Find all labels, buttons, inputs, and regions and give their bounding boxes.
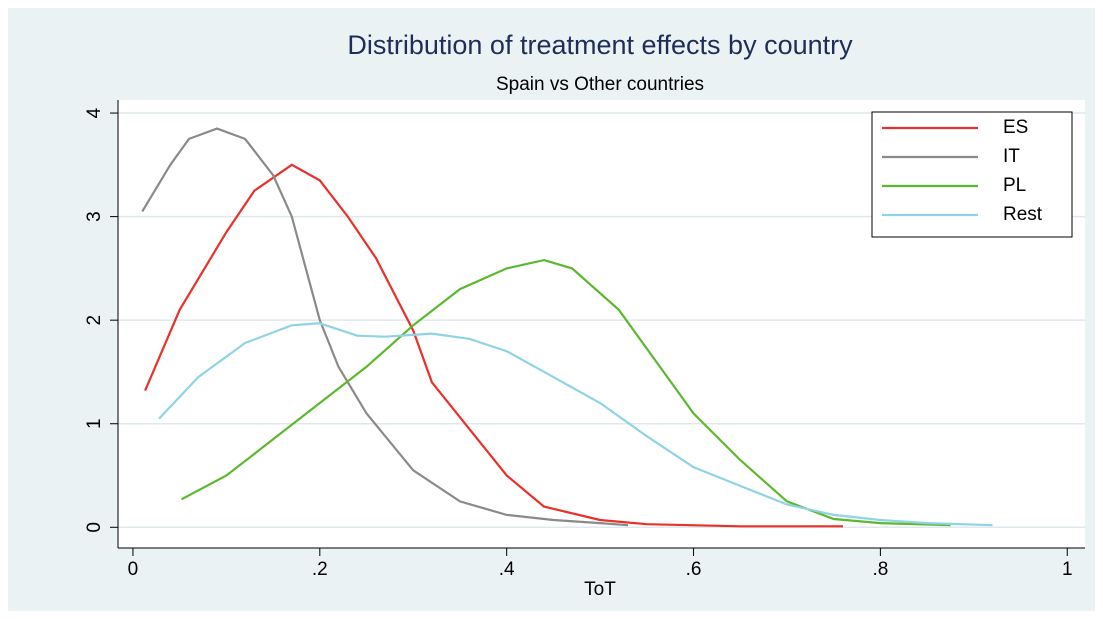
x-tick-label: .8 xyxy=(872,559,888,580)
legend-label: PL xyxy=(1003,175,1026,196)
line-series xyxy=(180,258,951,527)
x-axis-label: ToT xyxy=(584,579,616,600)
line-series xyxy=(141,127,629,527)
x-tick-label: .6 xyxy=(686,559,702,580)
y-tick-label: 3 xyxy=(84,211,105,222)
x-tick-label: .4 xyxy=(499,559,515,580)
x-tick-label: .2 xyxy=(312,559,328,580)
y-tick-label: 4 xyxy=(84,107,105,118)
x-tick-label: 0 xyxy=(128,559,139,580)
chart-title: Distribution of treatment effects by cou… xyxy=(347,30,853,60)
y-tick-label: 1 xyxy=(84,418,105,429)
y-tick-label: 0 xyxy=(84,522,105,533)
legend-label: Rest xyxy=(1003,204,1043,225)
y-tick-label: 2 xyxy=(84,315,105,326)
legend-label: ES xyxy=(1003,117,1028,138)
line-series xyxy=(144,163,843,528)
x-tick-label: 1 xyxy=(1062,559,1073,580)
legend-label: IT xyxy=(1003,146,1020,167)
chart-subtitle: Spain vs Other countries xyxy=(496,74,704,95)
line-series xyxy=(158,322,993,527)
legend-box xyxy=(871,111,1073,238)
